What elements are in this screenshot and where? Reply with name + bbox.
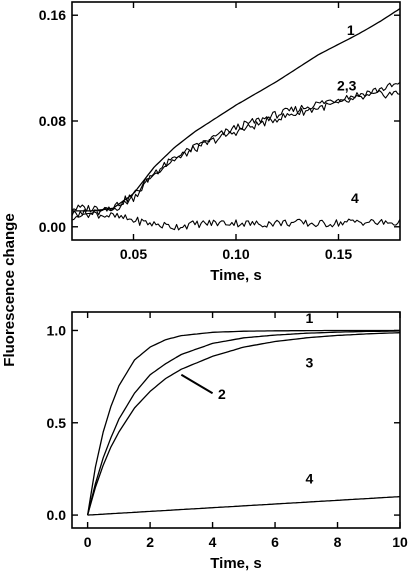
x-tick-label: 0.05 — [120, 246, 147, 262]
y-tick-label: 0.5 — [47, 415, 67, 431]
label-leader-line — [180, 373, 214, 395]
y-axis-title: Fluorescence change — [1, 213, 18, 366]
y-tick-label: 0.00 — [39, 219, 66, 235]
x-tick-label: 2 — [146, 534, 154, 550]
x-tick-label: 6 — [271, 534, 279, 550]
series-line-2-3 — [71, 90, 401, 213]
curve-label: 2,3 — [337, 78, 357, 94]
curve-label: 2 — [218, 386, 226, 402]
x-tick-label: 0.15 — [325, 246, 352, 262]
series-line-1 — [86, 329, 400, 516]
y-tick-label: 0.0 — [47, 507, 67, 523]
plot-frame — [71, 311, 401, 529]
curve-label: 4 — [351, 190, 359, 206]
curve-label: 3 — [306, 354, 314, 370]
series-line-4 — [71, 209, 401, 231]
curve-label: 4 — [306, 471, 314, 487]
series-line-2-3 — [71, 81, 401, 221]
series-line-4 — [87, 495, 401, 516]
x-axis-title: Time, s — [210, 267, 261, 284]
y-tick-label: 1.0 — [47, 322, 67, 338]
x-tick-label: 10 — [392, 534, 408, 550]
y-tick-label: 0.08 — [39, 113, 66, 129]
x-tick-label: 0 — [84, 534, 92, 550]
curve-label: 1 — [347, 22, 355, 38]
bottom-panel: 0 2 4 6 8 10 0.0 0.5 1.0 Time, s 1 2 3 4 — [47, 310, 408, 572]
x-tick-label: 8 — [334, 534, 342, 550]
series-line-1 — [72, 8, 401, 212]
curve-label: 1 — [306, 310, 314, 326]
series-line-3 — [86, 332, 401, 516]
x-axis-title: Time, s — [210, 555, 261, 572]
series-line-2 — [86, 330, 400, 516]
x-tick-label: 4 — [209, 534, 217, 550]
top-panel: 0.05 0.10 0.15 0.00 0.08 0.16 Time, s 1 2,3 4 — [39, 1, 401, 284]
x-tick-label: 0.10 — [222, 246, 249, 262]
y-tick-label: 0.16 — [39, 7, 66, 23]
